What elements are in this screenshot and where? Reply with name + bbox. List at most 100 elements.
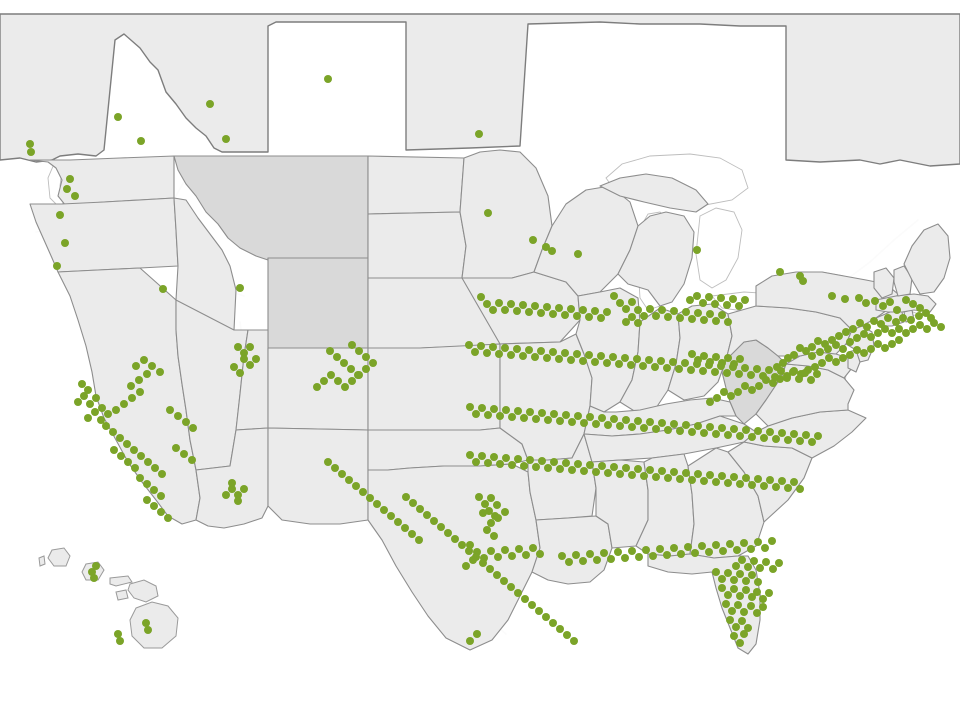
location-marker[interactable] xyxy=(603,308,611,316)
location-marker[interactable] xyxy=(727,392,735,400)
location-marker[interactable] xyxy=(473,630,481,638)
location-marker[interactable] xyxy=(760,434,768,442)
location-marker[interactable] xyxy=(572,551,580,559)
location-marker[interactable] xyxy=(327,371,335,379)
location-marker[interactable] xyxy=(870,317,878,325)
location-marker[interactable] xyxy=(622,416,630,424)
location-marker[interactable] xyxy=(610,463,618,471)
location-marker[interactable] xyxy=(444,529,452,537)
location-marker[interactable] xyxy=(236,284,244,292)
location-marker[interactable] xyxy=(615,360,623,368)
location-marker[interactable] xyxy=(537,309,545,317)
location-marker[interactable] xyxy=(628,423,636,431)
location-marker[interactable] xyxy=(884,314,892,322)
location-marker[interactable] xyxy=(765,589,773,597)
location-marker[interactable] xyxy=(494,553,502,561)
location-marker[interactable] xyxy=(676,314,684,322)
location-marker[interactable] xyxy=(501,546,509,554)
location-marker[interactable] xyxy=(542,243,550,251)
location-marker[interactable] xyxy=(27,148,35,156)
location-marker[interactable] xyxy=(574,412,582,420)
location-marker[interactable] xyxy=(753,588,761,596)
location-marker[interactable] xyxy=(651,363,659,371)
location-marker[interactable] xyxy=(846,351,854,359)
location-marker[interactable] xyxy=(726,616,734,624)
location-marker[interactable] xyxy=(591,358,599,366)
location-marker[interactable] xyxy=(486,565,494,573)
location-marker[interactable] xyxy=(401,524,409,532)
location-marker[interactable] xyxy=(628,313,636,321)
location-marker[interactable] xyxy=(574,460,582,468)
location-marker[interactable] xyxy=(240,349,248,357)
location-marker[interactable] xyxy=(766,428,774,436)
location-marker[interactable] xyxy=(555,355,563,363)
location-marker[interactable] xyxy=(234,491,242,499)
location-marker[interactable] xyxy=(888,340,896,348)
location-marker[interactable] xyxy=(706,310,714,318)
location-marker[interactable] xyxy=(916,321,924,329)
location-marker[interactable] xyxy=(790,351,798,359)
location-marker[interactable] xyxy=(144,458,152,466)
location-marker[interactable] xyxy=(475,493,483,501)
location-marker[interactable] xyxy=(531,353,539,361)
location-marker[interactable] xyxy=(676,475,684,483)
location-marker[interactable] xyxy=(622,305,630,313)
location-marker[interactable] xyxy=(347,365,355,373)
location-marker[interactable] xyxy=(484,411,492,419)
location-marker[interactable] xyxy=(816,348,824,356)
location-marker[interactable] xyxy=(157,492,165,500)
location-marker[interactable] xyxy=(240,355,248,363)
location-marker[interactable] xyxy=(863,323,871,331)
location-marker[interactable] xyxy=(97,416,105,424)
location-marker[interactable] xyxy=(556,465,564,473)
location-marker[interactable] xyxy=(616,470,624,478)
location-marker[interactable] xyxy=(744,624,752,632)
location-marker[interactable] xyxy=(681,359,689,367)
location-marker[interactable] xyxy=(790,478,798,486)
location-marker[interactable] xyxy=(483,526,491,534)
location-marker[interactable] xyxy=(621,554,629,562)
location-marker[interactable] xyxy=(585,351,593,359)
location-marker[interactable] xyxy=(909,300,917,308)
location-marker[interactable] xyxy=(477,342,485,350)
location-marker[interactable] xyxy=(729,363,737,371)
location-marker[interactable] xyxy=(616,299,624,307)
location-marker[interactable] xyxy=(531,302,539,310)
location-marker[interactable] xyxy=(874,340,882,348)
location-marker[interactable] xyxy=(579,306,587,314)
location-marker[interactable] xyxy=(80,392,88,400)
location-marker[interactable] xyxy=(664,313,672,321)
location-marker[interactable] xyxy=(839,345,847,353)
location-marker[interactable] xyxy=(694,309,702,317)
location-marker[interactable] xyxy=(664,474,672,482)
location-marker[interactable] xyxy=(724,479,732,487)
location-marker[interactable] xyxy=(705,361,713,369)
location-marker[interactable] xyxy=(775,559,783,567)
location-marker[interactable] xyxy=(313,383,321,391)
location-marker[interactable] xyxy=(712,568,720,576)
location-marker[interactable] xyxy=(688,350,696,358)
location-marker[interactable] xyxy=(71,192,79,200)
location-marker[interactable] xyxy=(862,299,870,307)
location-marker[interactable] xyxy=(729,295,737,303)
location-marker[interactable] xyxy=(748,593,756,601)
location-marker[interactable] xyxy=(627,361,635,369)
location-marker[interactable] xyxy=(825,354,833,362)
location-marker[interactable] xyxy=(114,630,122,638)
location-marker[interactable] xyxy=(603,359,611,367)
location-marker[interactable] xyxy=(658,419,666,427)
location-marker[interactable] xyxy=(646,305,654,313)
location-marker[interactable] xyxy=(730,473,738,481)
location-marker[interactable] xyxy=(532,415,540,423)
location-marker[interactable] xyxy=(124,458,132,466)
location-marker[interactable] xyxy=(116,434,124,442)
location-marker[interactable] xyxy=(808,343,816,351)
location-marker[interactable] xyxy=(712,317,720,325)
location-marker[interactable] xyxy=(784,436,792,444)
location-marker[interactable] xyxy=(717,362,725,370)
location-marker[interactable] xyxy=(493,571,501,579)
location-marker[interactable] xyxy=(348,377,356,385)
location-marker[interactable] xyxy=(331,464,339,472)
location-marker[interactable] xyxy=(143,370,151,378)
location-marker[interactable] xyxy=(682,308,690,316)
